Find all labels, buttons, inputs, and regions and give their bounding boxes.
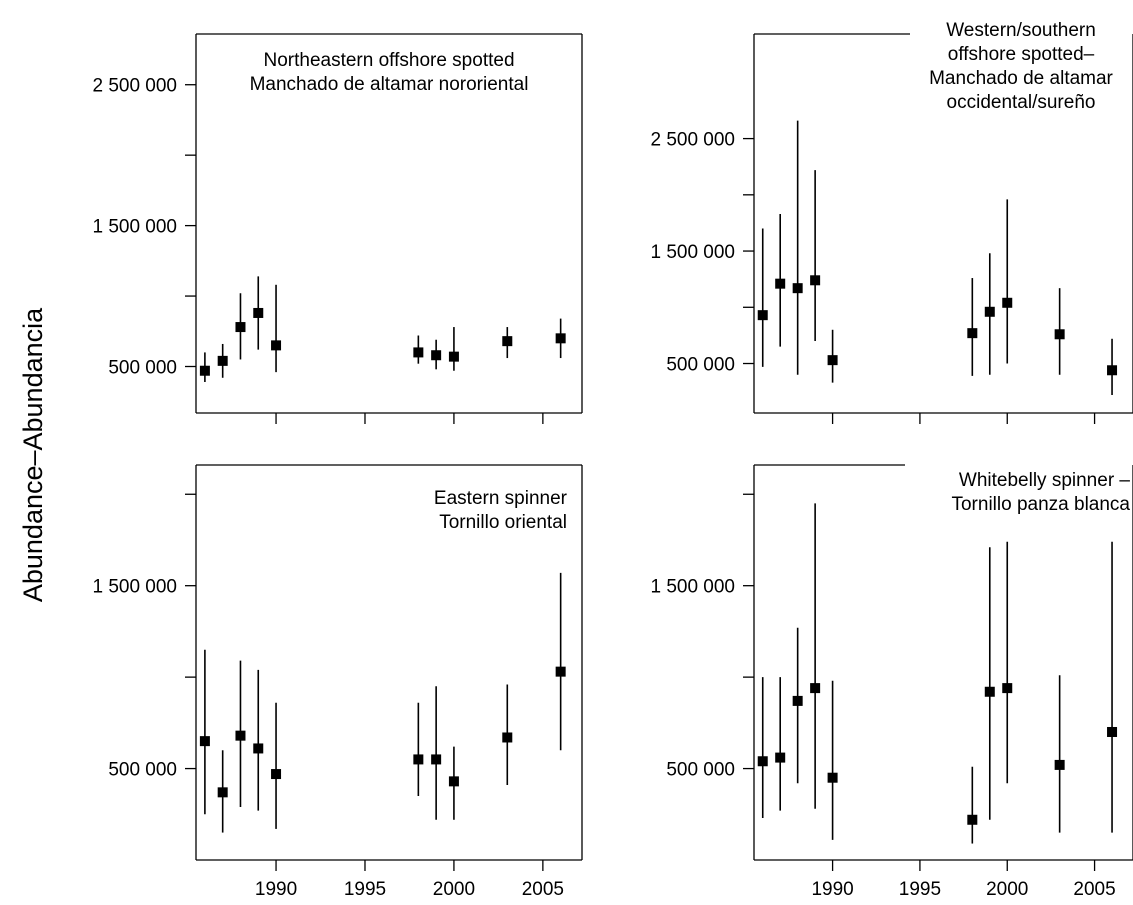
data-point: [1107, 726, 1118, 737]
data-point: [235, 730, 246, 741]
panel-2-y-tick-label: 2 500 000: [650, 130, 735, 151]
panel-4-x-tick-label: 2000: [986, 879, 1028, 900]
data-point: [555, 333, 566, 344]
panel-3-x-tick-label: 1995: [344, 879, 386, 900]
panel-1-y-tick-label: 1 500 000: [92, 217, 177, 238]
data-point: [757, 756, 768, 767]
panel-2-y-tick-label: 1 500 000: [650, 242, 735, 263]
data-point: [217, 355, 228, 366]
data-point: [1054, 759, 1065, 770]
data-point: [967, 814, 978, 825]
data-point: [1002, 297, 1013, 308]
data-point: [235, 322, 246, 333]
data-point: [1054, 329, 1065, 340]
panel-2-title-line: Manchado de altamar: [929, 68, 1113, 89]
data-point: [413, 347, 424, 358]
panel-3-x-tick-label: 1990: [255, 879, 297, 900]
panel-4-title-line: Whitebelly spinner –: [959, 470, 1131, 491]
y-axis-label: Abundance–Abundancia: [18, 307, 48, 602]
data-point: [431, 754, 442, 765]
data-point: [984, 306, 995, 317]
data-point: [502, 732, 513, 743]
data-point: [810, 683, 821, 694]
data-point: [217, 787, 228, 798]
data-point: [271, 340, 282, 351]
panel-4-y-tick-label: 1 500 000: [650, 577, 735, 598]
panel-1-title-line: Manchado de altamar nororiental: [250, 74, 529, 95]
panel-4-x-tick-label: 2005: [1073, 879, 1115, 900]
panel-3-x-tick-label: 2000: [433, 879, 475, 900]
panel-3-title-line: Eastern spinner: [434, 488, 568, 509]
panel-2-y-tick-label: 500 000: [666, 355, 735, 376]
panel-1-title-line: Northeastern offshore spotted: [263, 50, 514, 71]
panel-2-title-line: Western/southern: [946, 20, 1096, 41]
data-point: [792, 283, 803, 294]
data-point: [413, 754, 424, 765]
data-point: [984, 686, 995, 697]
data-point: [810, 275, 821, 286]
data-point: [1002, 683, 1013, 694]
panel-4-y-tick-label: 500 000: [666, 760, 735, 781]
panel-3-title-line: Tornillo oriental: [439, 512, 567, 533]
panel-4-x-tick-label: 1990: [811, 879, 853, 900]
data-point: [775, 278, 786, 289]
data-point: [1107, 365, 1118, 376]
data-point: [827, 772, 838, 783]
panel-3-x-tick-label: 2005: [522, 879, 564, 900]
panel-1-y-tick-label: 2 500 000: [92, 76, 177, 97]
data-point: [502, 336, 513, 347]
data-point: [253, 743, 264, 754]
data-point: [775, 752, 786, 763]
data-point: [448, 776, 459, 787]
panel-1-y-tick-label: 500 000: [108, 358, 177, 379]
panel-3-y-tick-label: 1 500 000: [92, 577, 177, 598]
panel-4-x-tick-label: 1995: [899, 879, 941, 900]
data-point: [757, 310, 768, 321]
data-point: [271, 769, 282, 780]
panel-2-title-line: occidental/sureño: [947, 92, 1096, 113]
data-point: [827, 355, 838, 366]
data-point: [431, 350, 442, 361]
panel-4-title-line: Tornillo panza blanca: [951, 494, 1130, 515]
data-point: [792, 695, 803, 706]
data-point: [967, 328, 978, 339]
data-point: [555, 666, 566, 677]
data-point: [199, 736, 210, 747]
data-point: [199, 365, 210, 376]
panel-3-y-tick-label: 500 000: [108, 760, 177, 781]
data-point: [448, 351, 459, 362]
panel-2-title-line: offshore spotted–: [948, 44, 1095, 65]
data-point: [253, 307, 264, 318]
